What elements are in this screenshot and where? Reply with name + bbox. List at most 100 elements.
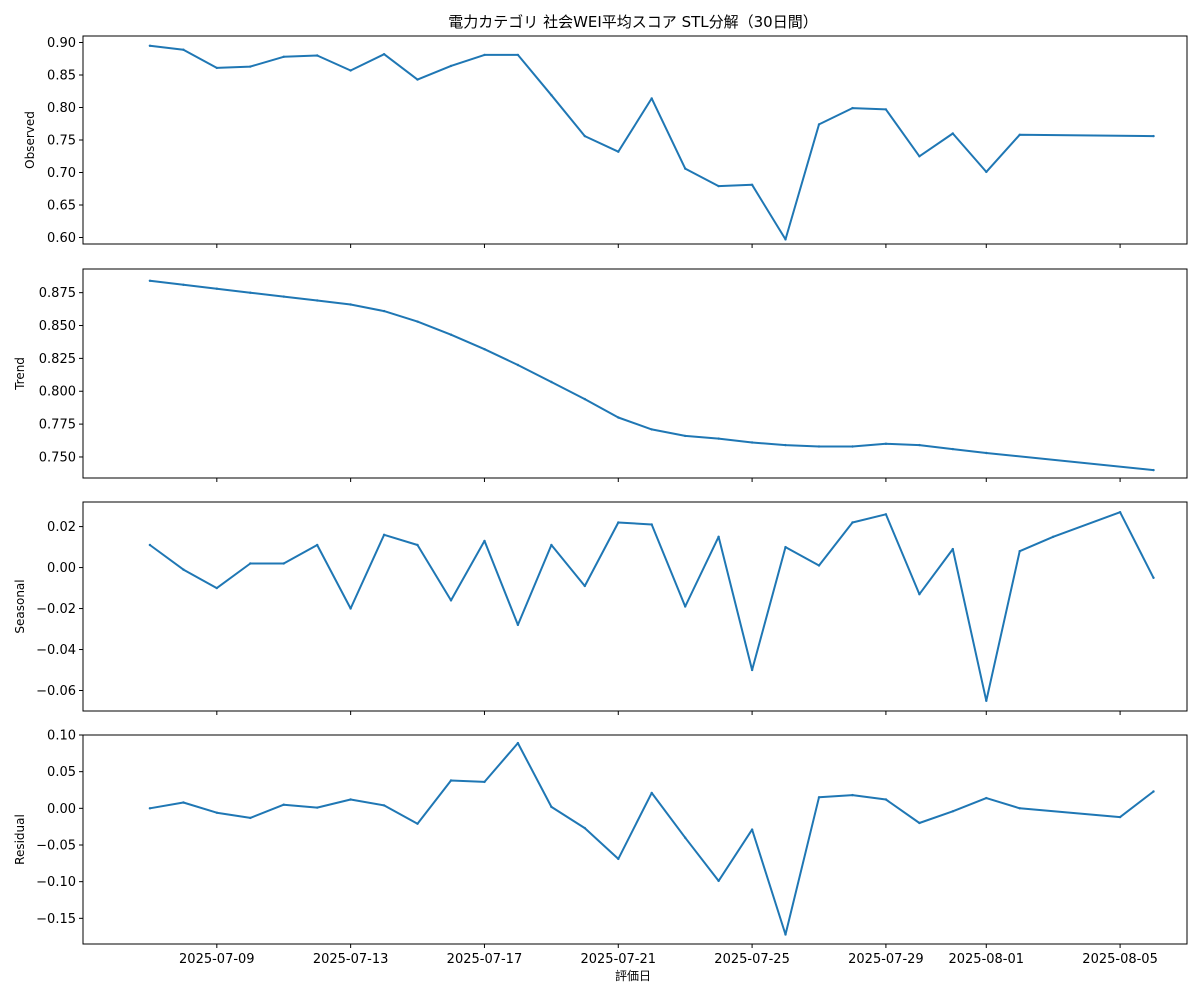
data-point [449, 779, 453, 782]
x-tick-label: 2025-07-13 [313, 952, 389, 967]
data-point [1018, 550, 1021, 553]
data-point [483, 539, 486, 543]
y-tick-label: −0.10 [36, 875, 76, 890]
data-point [349, 607, 352, 610]
y-tick-label: 0.65 [47, 199, 76, 214]
data-point [416, 543, 419, 547]
data-point [449, 599, 453, 602]
panel-trend: 0.750 0.775 0.800 0.825 0.850 0.875 Trend [13, 268, 1188, 482]
data-point [316, 54, 319, 57]
data-point [985, 170, 988, 174]
axes-frame [82, 268, 1188, 479]
data-point [884, 513, 888, 516]
data-point [249, 65, 252, 68]
panel-seasonal: −0.06 −0.04 −0.02 0.00 0.02 Seasonal [13, 501, 1188, 715]
data-point [985, 796, 988, 800]
x-tick-label: 2025-08-01 [948, 952, 1024, 967]
data-point [382, 309, 386, 313]
series-line-seasonal [148, 511, 1155, 702]
x-tick-label: 2025-08-05 [1082, 952, 1158, 967]
data-point [1118, 815, 1122, 819]
data-point [182, 568, 185, 571]
data-point [148, 279, 152, 282]
data-point [684, 605, 687, 608]
data-point [516, 363, 520, 367]
x-tick-label: 2025-07-21 [580, 952, 656, 967]
data-point [249, 291, 252, 294]
x-tick-label: 2025-07-09 [179, 952, 255, 967]
data-point [148, 543, 152, 547]
data-point [483, 348, 486, 351]
y-tick-label: 0.90 [47, 36, 76, 51]
data-point [617, 150, 620, 153]
data-point [215, 287, 218, 290]
data-point [382, 53, 386, 56]
data-point [750, 183, 754, 186]
data-point [750, 668, 754, 672]
data-point [416, 78, 419, 81]
y-tick-label: 0.750 [39, 450, 76, 465]
y-tick-label: 0.00 [47, 802, 76, 817]
x-tick-label: 2025-07-29 [848, 952, 924, 967]
data-point [550, 94, 553, 97]
x-axis-label: 評価日 [615, 968, 651, 983]
data-point [483, 53, 486, 57]
y-tick-label: 0.800 [39, 385, 76, 400]
data-point [215, 811, 218, 814]
data-point [215, 66, 218, 70]
series-line-residual [148, 742, 1155, 936]
data-point [282, 562, 285, 565]
data-point [550, 805, 553, 809]
data-point [215, 586, 218, 590]
data-point [416, 320, 419, 323]
data-point [1018, 807, 1021, 810]
y-tick-label: 0.05 [47, 765, 76, 780]
data-point [182, 48, 185, 51]
data-point [516, 741, 520, 745]
y-tick-label: −0.15 [36, 912, 76, 927]
data-point [583, 397, 586, 401]
data-point [382, 533, 386, 536]
y-tick-label: −0.06 [36, 684, 76, 699]
y-tick-label: 0.10 [47, 729, 76, 744]
y-axis-label: Residual [13, 814, 27, 865]
chart-title: 電力カテゴリ 社会WEI平均スコア STL分解（30日間） [448, 13, 817, 31]
data-point [650, 428, 653, 431]
y-tick-label: 0.02 [47, 520, 76, 535]
data-point [617, 416, 620, 419]
data-point [884, 442, 888, 445]
data-point [617, 857, 620, 861]
data-point [617, 521, 620, 524]
data-point [650, 97, 653, 100]
y-axis-label: Trend [13, 357, 27, 391]
data-point [951, 447, 954, 451]
data-point [516, 53, 520, 57]
y-tick-label: 0.00 [47, 561, 76, 576]
data-point [249, 816, 252, 820]
data-point [884, 108, 888, 111]
y-tick-label: 0.775 [39, 418, 76, 433]
data-point [784, 443, 787, 447]
data-point [717, 879, 720, 883]
data-point [583, 134, 586, 138]
y-axis-label: Observed [23, 111, 37, 169]
y-tick-label: 0.60 [47, 231, 76, 246]
data-point [416, 822, 419, 825]
data-point [750, 828, 754, 831]
y-tick-label: −0.05 [36, 839, 76, 854]
data-point [148, 44, 152, 47]
data-point [851, 106, 854, 110]
y-tick-label: 0.850 [39, 319, 76, 334]
data-point [918, 821, 921, 825]
data-point [684, 836, 687, 839]
data-point [583, 826, 586, 830]
data-point [349, 69, 352, 72]
data-point [550, 380, 553, 384]
data-point [382, 804, 386, 807]
series-line-observed [148, 44, 1155, 241]
data-point [951, 547, 954, 551]
data-point [817, 796, 821, 799]
data-point [918, 593, 921, 596]
